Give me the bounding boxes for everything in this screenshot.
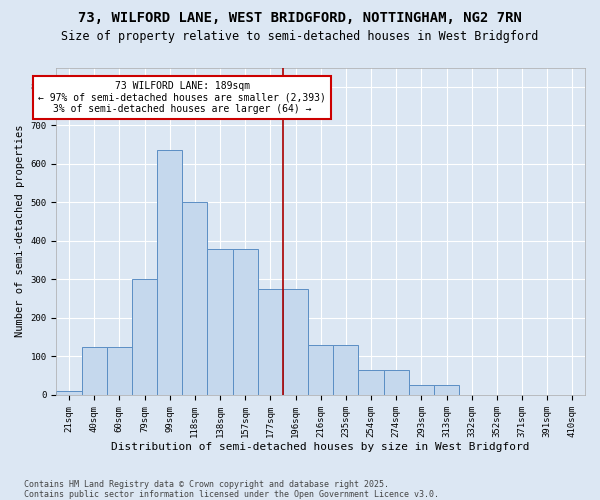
Text: Size of property relative to semi-detached houses in West Bridgford: Size of property relative to semi-detach… [61, 30, 539, 43]
Text: 73 WILFORD LANE: 189sqm
← 97% of semi-detached houses are smaller (2,393)
3% of : 73 WILFORD LANE: 189sqm ← 97% of semi-de… [38, 81, 326, 114]
Bar [182, 202, 208, 395]
Bar [333, 345, 358, 395]
X-axis label: Distribution of semi-detached houses by size in West Bridgford: Distribution of semi-detached houses by … [112, 442, 530, 452]
Bar [107, 347, 132, 395]
Text: Contains HM Land Registry data © Crown copyright and database right 2025.
Contai: Contains HM Land Registry data © Crown c… [24, 480, 439, 499]
Bar [233, 248, 258, 395]
Bar [308, 345, 333, 395]
Bar [358, 370, 383, 395]
Bar [82, 347, 107, 395]
Bar [208, 248, 233, 395]
Bar [409, 386, 434, 395]
Bar [132, 280, 157, 395]
Bar [383, 370, 409, 395]
Text: 73, WILFORD LANE, WEST BRIDGFORD, NOTTINGHAM, NG2 7RN: 73, WILFORD LANE, WEST BRIDGFORD, NOTTIN… [78, 11, 522, 25]
Bar [283, 289, 308, 395]
Bar [434, 386, 459, 395]
Bar [56, 391, 82, 395]
Bar [157, 150, 182, 395]
Y-axis label: Number of semi-detached properties: Number of semi-detached properties [15, 125, 25, 338]
Bar [258, 289, 283, 395]
